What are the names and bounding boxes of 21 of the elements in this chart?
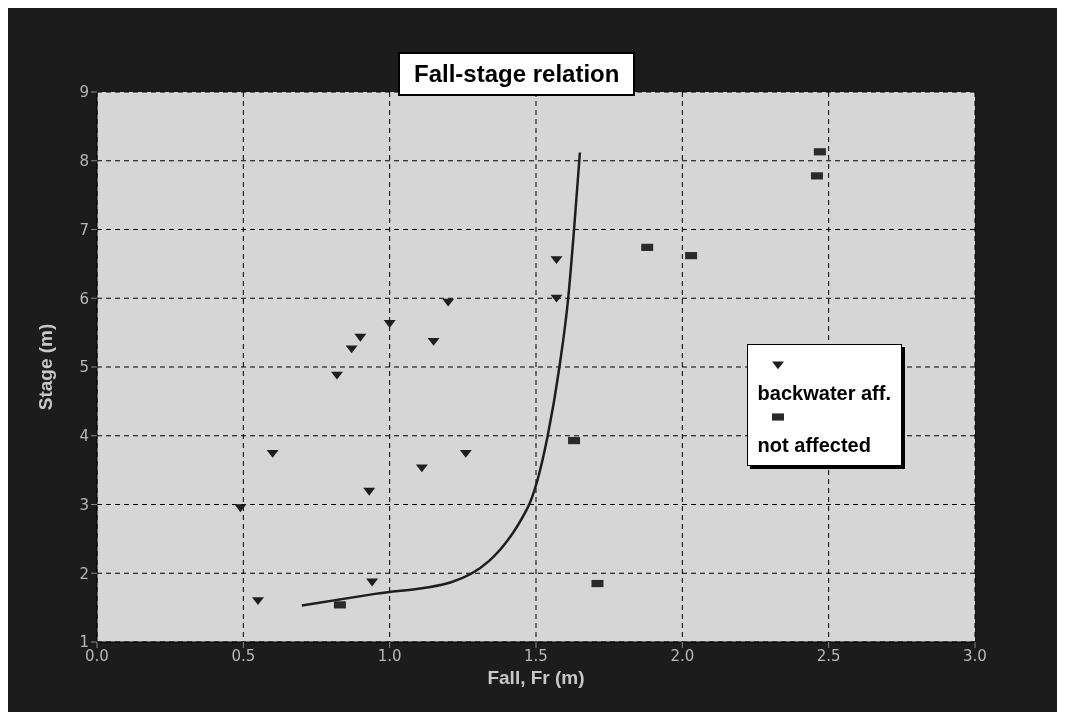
- x-tick-label: 3.0: [963, 646, 987, 665]
- x-tick-label: 0.5: [231, 646, 256, 665]
- y-tick-label: 6: [79, 289, 89, 308]
- x-tick-label: 0.0: [85, 646, 109, 665]
- y-tick-label: 4: [79, 427, 89, 446]
- x-tick-label: 1.0: [377, 646, 402, 665]
- y-tick-label: 7: [79, 220, 89, 239]
- y-tick-label: 3: [79, 495, 89, 514]
- x-tick-label: 2.0: [670, 646, 695, 665]
- legend-label: not affected: [757, 434, 872, 457]
- legend-label: backwater aff.: [757, 382, 891, 405]
- y-tick-label: 5: [79, 358, 89, 377]
- x-axis-title: Fall, Fr (m): [487, 667, 585, 688]
- y-tick-label: 9: [79, 83, 89, 102]
- y-tick-label: 8: [79, 152, 89, 171]
- x-tick-label: 2.5: [816, 646, 841, 665]
- x-tick-label: 1.5: [524, 646, 548, 665]
- y-tick-label: 2: [79, 564, 89, 583]
- line-series: [300, 151, 582, 607]
- chart-title: Fall-stage relation: [398, 52, 636, 96]
- y-axis-title: Stage (m): [34, 323, 56, 411]
